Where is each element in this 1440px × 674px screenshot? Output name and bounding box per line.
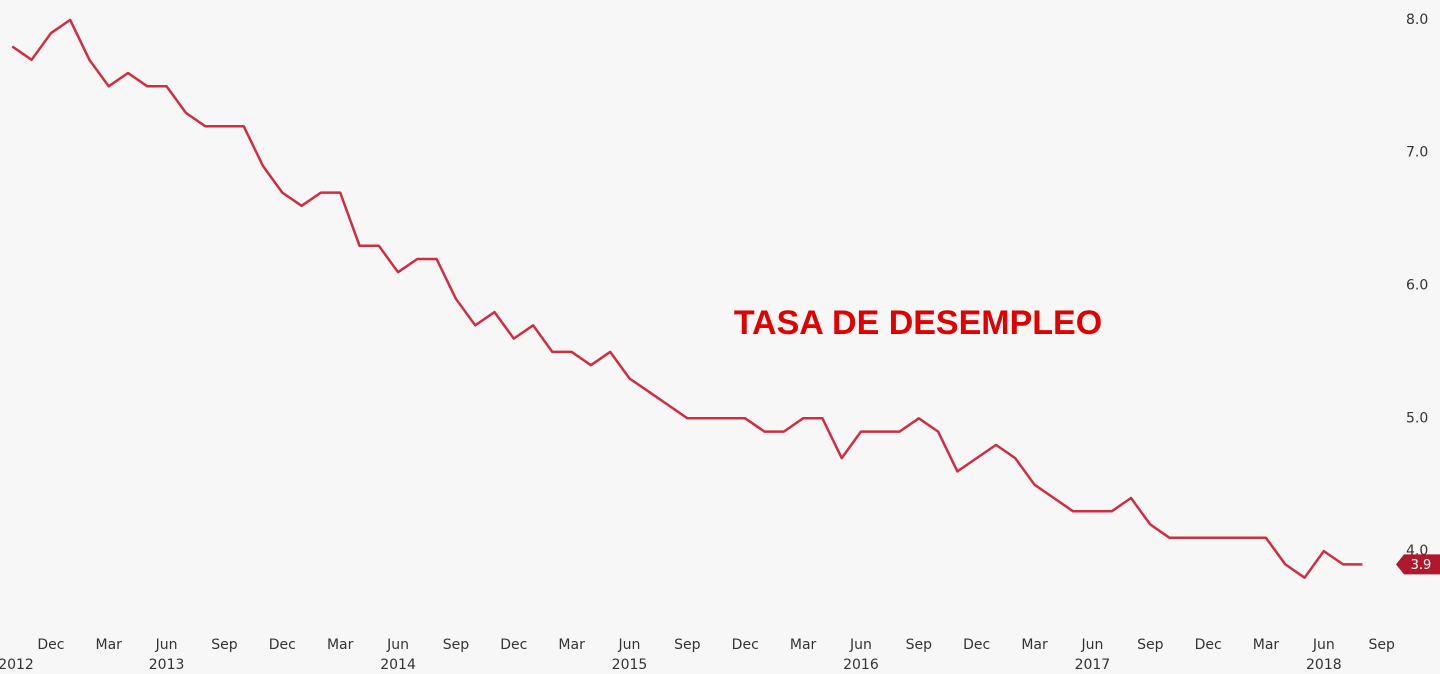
x-tick-label: Mar [327,637,354,653]
line-series [11,18,1363,579]
x-tick-label: Dec [500,637,527,653]
x-tick-label: Mar [96,637,123,653]
x-tick-label: Jun [1080,637,1103,653]
x-tick-label: Mar [1021,637,1048,653]
x-tick-label: Jun [1312,637,1335,653]
x-year-label: 2016 [843,657,879,673]
x-tick-label: Dec [37,637,64,653]
x-tick-label: Mar [790,637,817,653]
x-tick-label: Mar [558,637,585,653]
x-year-label: 2013 [149,657,185,673]
x-tick-label: Jun [155,637,178,653]
x-tick-label: Jun [386,637,409,653]
x-tick-label: Jun [618,637,641,653]
x-tick-label: Sep [1137,637,1164,653]
annotation: TASA DE DESEMPLEO [734,304,1102,342]
x-tick-label: Dec [269,637,296,653]
x-year-label: 2012 [0,657,34,673]
last-value-label: 3.9 [1411,558,1432,573]
x-tick-label: Sep [211,637,238,653]
y-tick-label: 8.0 [1406,12,1428,28]
x-year-label: 2014 [380,657,416,673]
last-value-badge [1396,554,1440,575]
y-tick-label: 5.0 [1406,410,1428,426]
x-tick-label: Jun [849,637,872,653]
x-year-label: 2018 [1306,657,1342,673]
x-tick-label: Sep [443,637,470,653]
y-tick-label: 7.0 [1406,145,1428,161]
x-tick-label: Sep [1369,637,1396,653]
x-tick-label: Dec [963,637,990,653]
y-tick-label: 6.0 [1406,278,1428,294]
x-tick-label: Sep [674,637,701,653]
x-tick-label: Sep [906,637,933,653]
x-tick-label: Mar [1253,637,1280,653]
x-tick-label: Dec [1195,637,1222,653]
x-year-label: 2017 [1075,657,1111,673]
x-year-label: 2015 [612,657,648,673]
x-tick-label: Dec [732,637,759,653]
